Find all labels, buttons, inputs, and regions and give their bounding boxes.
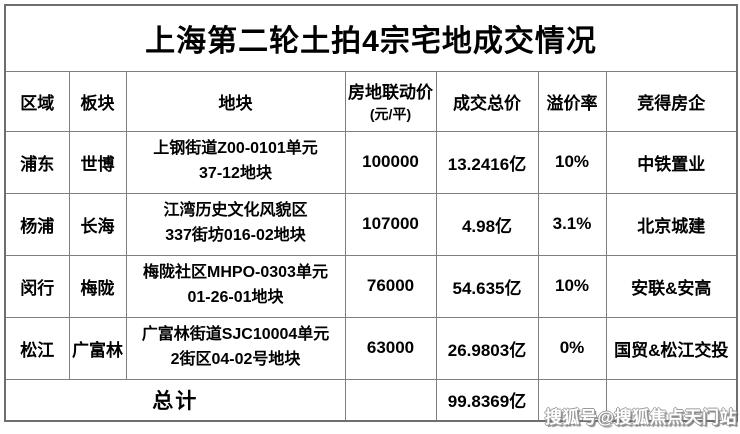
title-row: 上海第二轮土拍4宗宅地成交情况 bbox=[4, 4, 738, 72]
col-header-winning-developer: 竞得房企 bbox=[605, 70, 738, 132]
cell-block: 长海 bbox=[68, 192, 127, 256]
total-row: 总计 99.8369亿 bbox=[4, 378, 738, 422]
table-row-songjiang: 松江 广富林 广富林街道SJC10004单元 2街区04-02号地块 63000… bbox=[4, 316, 738, 380]
parcel-line2: 2街区04-02号地块 bbox=[170, 351, 301, 368]
parcel-line1: 上钢街道Z00-0101单元 bbox=[153, 140, 318, 158]
cell-block: 广富林 bbox=[68, 316, 127, 380]
cell-parcel: 广富林街道SJC10004单元 2街区04-02号地块 bbox=[125, 316, 346, 380]
parcel-line2: 337街坊016-02地块 bbox=[165, 227, 306, 244]
table-row-minhang: 闵行 梅陇 梅陇社区MHPO-0303单元 01-26-01地块 76000 5… bbox=[4, 254, 738, 318]
cell-region: 杨浦 bbox=[4, 192, 70, 256]
col-header-linked-price-unit: (元/平) bbox=[369, 106, 412, 122]
col-header-linked-price: 房地联动价 (元/平) bbox=[344, 70, 437, 132]
cell-premium-rate: 10% bbox=[537, 130, 607, 194]
cell-linked-price: 76000 bbox=[344, 254, 437, 318]
total-deal-price: 99.8369亿 bbox=[435, 378, 539, 422]
total-premium-rate bbox=[537, 378, 607, 422]
cell-winning-developer: 中铁置业 bbox=[605, 130, 738, 194]
parcel-line1: 广富林街道SJC10004单元 bbox=[141, 326, 330, 344]
cell-deal-price: 13.2416亿 bbox=[435, 130, 539, 194]
land-auction-table: 上海第二轮土拍4宗宅地成交情况 区域 板块 地块 房地联动价 (元/平) 成交总… bbox=[4, 4, 738, 422]
col-header-parcel: 地块 bbox=[125, 70, 346, 132]
col-header-deal-price: 成交总价 bbox=[435, 70, 539, 132]
cell-deal-price: 4.98亿 bbox=[435, 192, 539, 256]
col-header-premium-rate: 溢价率 bbox=[537, 70, 607, 132]
cell-premium-rate: 10% bbox=[537, 254, 607, 318]
cell-winning-developer: 国贸&松江交投 bbox=[605, 316, 738, 380]
sohu-watermark: 搜狐号@搜狐焦点天门站 bbox=[544, 408, 737, 427]
col-header-block: 板块 bbox=[68, 70, 127, 132]
cell-deal-price: 26.9803亿 bbox=[435, 316, 539, 380]
cell-parcel: 上钢街道Z00-0101单元 37-12地块 bbox=[125, 130, 346, 194]
cell-premium-rate: 3.1% bbox=[537, 192, 607, 256]
cell-linked-price: 107000 bbox=[344, 192, 437, 256]
cell-linked-price: 100000 bbox=[344, 130, 437, 194]
table-header-row: 区域 板块 地块 房地联动价 (元/平) 成交总价 溢价率 竞得房企 bbox=[4, 70, 738, 132]
cell-block: 梅陇 bbox=[68, 254, 127, 318]
cell-parcel: 江湾历史文化风貌区 337街坊016-02地块 bbox=[125, 192, 346, 256]
cell-block: 世博 bbox=[68, 130, 127, 194]
parcel-line2: 01-26-01地块 bbox=[187, 289, 284, 306]
cell-premium-rate: 0% bbox=[537, 316, 607, 380]
col-header-region: 区域 bbox=[4, 70, 70, 132]
parcel-line1: 梅陇社区MHPO-0303单元 bbox=[143, 264, 328, 282]
cell-linked-price: 63000 bbox=[344, 316, 437, 380]
cell-winning-developer: 安联&安高 bbox=[605, 254, 738, 318]
parcel-line1: 江湾历史文化风貌区 bbox=[163, 202, 308, 220]
page-title: 上海第二轮土拍4宗宅地成交情况 bbox=[4, 4, 738, 72]
total-label: 总计 bbox=[4, 378, 346, 422]
cell-region: 浦东 bbox=[4, 130, 70, 194]
table-row-pudong: 浦东 世博 上钢街道Z00-0101单元 37-12地块 100000 13.2… bbox=[4, 130, 738, 194]
cell-region: 闵行 bbox=[4, 254, 70, 318]
total-winning-developer bbox=[605, 378, 738, 422]
cell-region: 松江 bbox=[4, 316, 70, 380]
total-linked-price bbox=[344, 378, 437, 422]
parcel-line2: 37-12地块 bbox=[199, 165, 272, 182]
cell-parcel: 梅陇社区MHPO-0303单元 01-26-01地块 bbox=[125, 254, 346, 318]
cell-winning-developer: 北京城建 bbox=[605, 192, 738, 256]
cell-deal-price: 54.635亿 bbox=[435, 254, 539, 318]
table-row-yangpu: 杨浦 长海 江湾历史文化风貌区 337街坊016-02地块 107000 4.9… bbox=[4, 192, 738, 256]
col-header-linked-price-main: 房地联动价 bbox=[348, 83, 433, 102]
